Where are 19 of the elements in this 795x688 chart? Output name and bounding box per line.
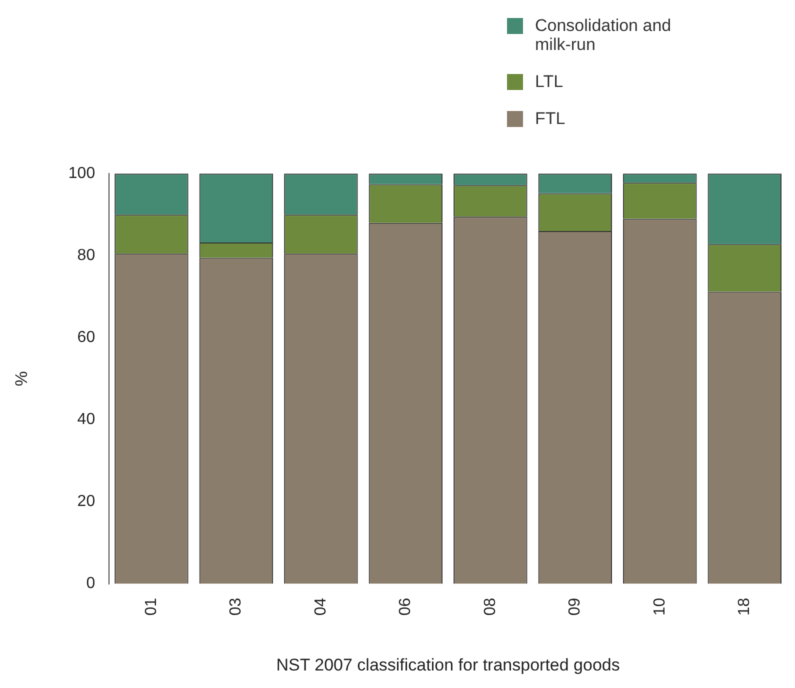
x-tick-label: 01 (142, 598, 160, 616)
legend-label: FTL (535, 109, 566, 128)
y-tick-label: 40 (77, 411, 96, 428)
x-tick-label: 18 (736, 598, 754, 616)
x-tick-label: 08 (482, 598, 499, 616)
legend-label: LTL (535, 72, 564, 91)
y-axis-title: % (12, 371, 31, 386)
y-tick-label: 60 (77, 329, 96, 346)
x-axis-title: NST 2007 classification for transported goods (276, 655, 620, 674)
legend-label: Consolidation and milk-run (535, 16, 672, 54)
x-tick-label: 09 (566, 598, 584, 616)
x-tick-label: 03 (228, 598, 245, 616)
y-tick-label: 0 (86, 575, 96, 592)
x-tick-label: 10 (651, 598, 668, 616)
x-tick-label: 04 (312, 598, 330, 616)
y-tick-label: 100 (68, 165, 96, 182)
y-tick-label: 20 (77, 493, 96, 510)
y-tick-label: 80 (77, 247, 96, 264)
x-tick-label: 06 (397, 598, 414, 616)
